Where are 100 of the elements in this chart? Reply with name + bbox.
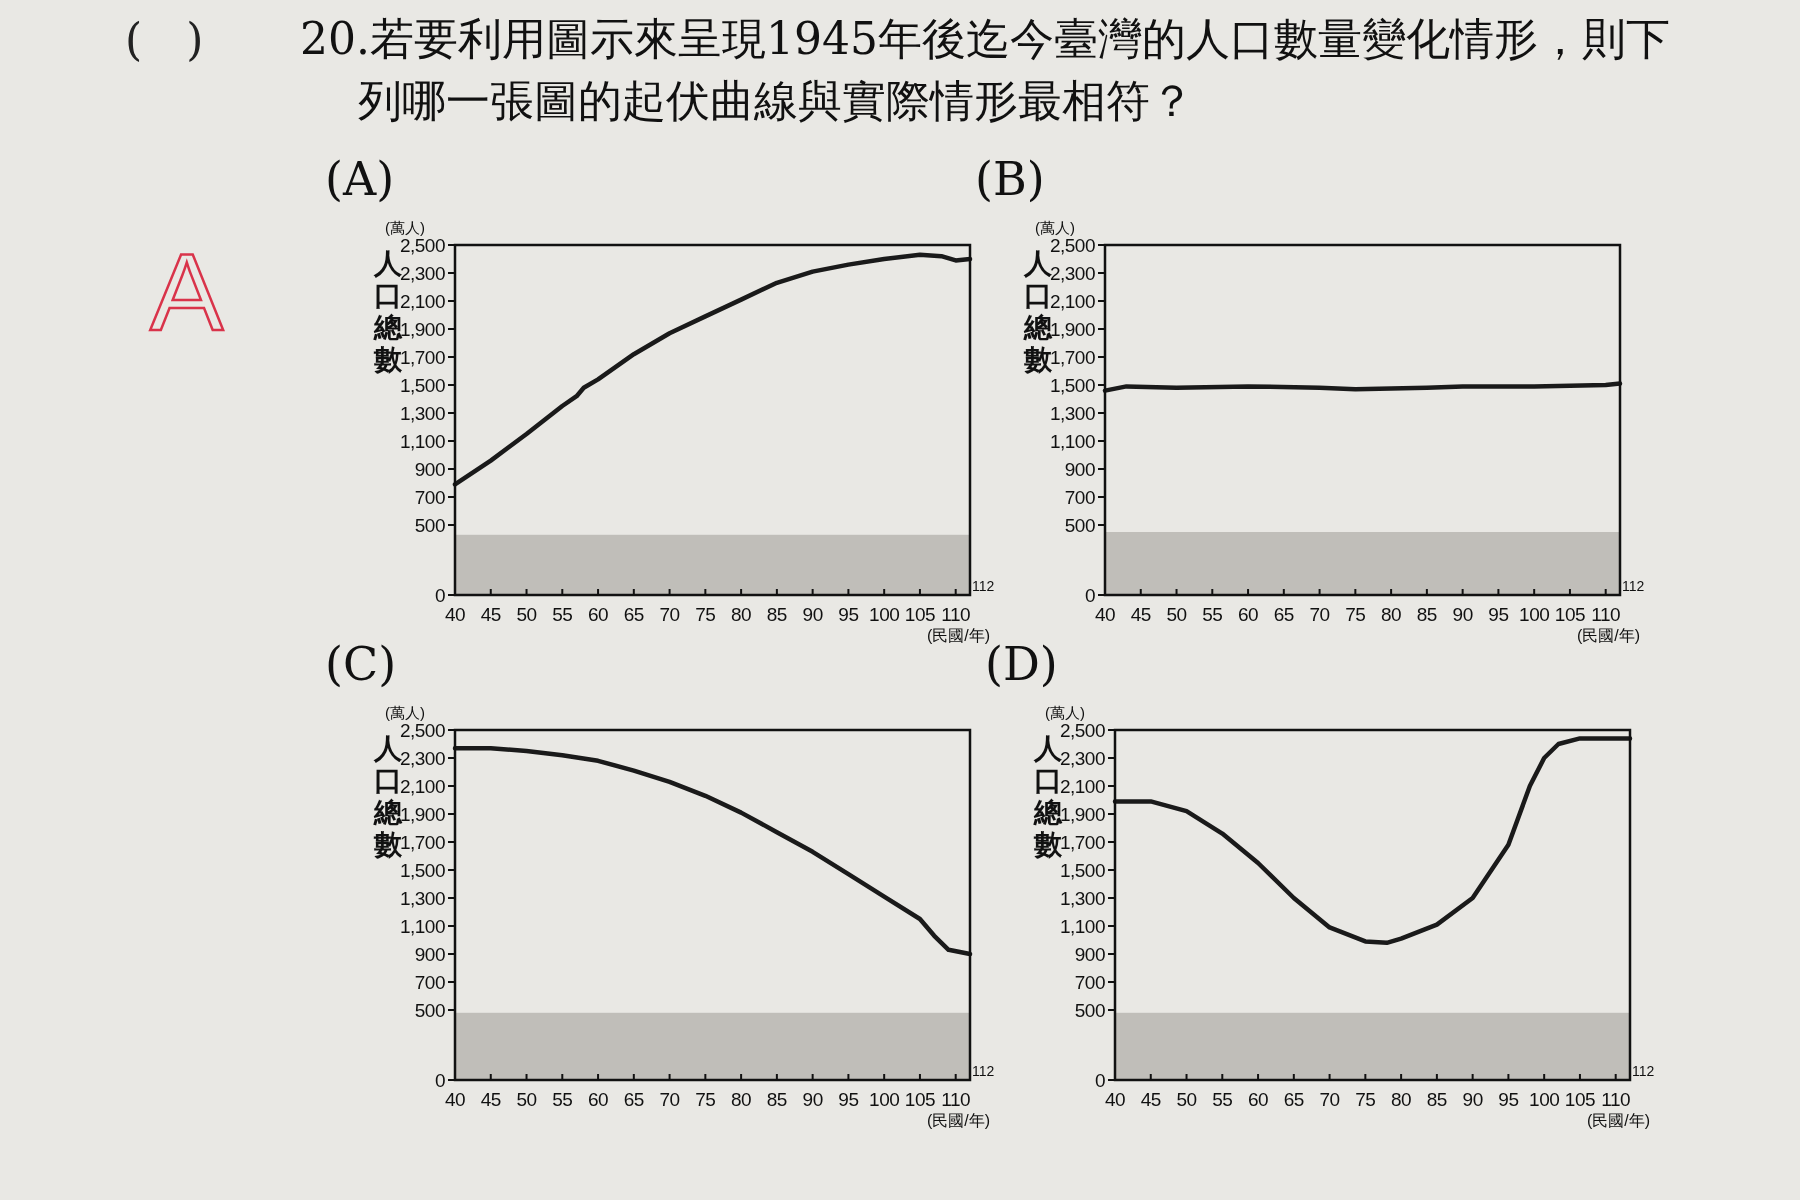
x-tick-label: 85 — [766, 1089, 787, 1110]
chart-title: (A) — [325, 152, 395, 206]
x-tick-label: 45 — [480, 1089, 501, 1110]
x-tick-label: 110 — [941, 604, 971, 625]
x-tick-label: 55 — [552, 604, 573, 625]
text: 112 — [1632, 1063, 1655, 1079]
chart-title: (C) — [325, 637, 397, 691]
x-tick-label: 55 — [552, 1089, 573, 1110]
x-tick-label: 45 — [1140, 1089, 1161, 1110]
x-tick-label: 55 — [1202, 604, 1223, 625]
x-tick-label: 70 — [1319, 1089, 1340, 1110]
y-tick-label: 1,300 — [399, 888, 445, 909]
text: (萬人) — [1045, 704, 1085, 721]
x-tick-label: 50 — [1176, 1089, 1197, 1110]
x-tick-label: 100 — [1519, 604, 1550, 625]
y-tick-label: 1,500 — [399, 375, 445, 396]
y-tick-label: 2,500 — [399, 720, 445, 741]
x-tick-label: 85 — [1416, 604, 1437, 625]
x-tick-label: 75 — [1345, 604, 1366, 625]
y-tick-label: 2,500 — [1049, 235, 1095, 256]
text: (萬人) — [385, 219, 425, 236]
x-tick-label: 75 — [695, 604, 716, 625]
x-tick-label: 95 — [838, 1089, 859, 1110]
x-tick-label: 60 — [1237, 604, 1259, 625]
x-tick-label: 55 — [1212, 1089, 1233, 1110]
y-tick-label: 0 — [1094, 1070, 1105, 1091]
x-tick-label: 65 — [623, 604, 644, 625]
x-tick-label: 50 — [516, 604, 537, 625]
y-tick-label: 500 — [414, 1000, 445, 1021]
x-tick-label: 95 — [1488, 604, 1509, 625]
x-tick-label: 65 — [1283, 1089, 1304, 1110]
text: (萬人) — [385, 704, 425, 721]
x-tick-label: 40 — [444, 604, 466, 625]
y-tick-label: 1,500 — [399, 860, 445, 881]
text: 112 — [972, 578, 995, 594]
text: 112 — [1622, 578, 1645, 594]
x-tick-label: 85 — [766, 604, 787, 625]
x-tick-label: 110 — [941, 1089, 971, 1110]
y-tick-label: 500 — [414, 515, 445, 536]
y-tick-label: 0 — [434, 1070, 445, 1091]
y-tick-label: 1,100 — [1059, 916, 1105, 937]
y-tick-label: 2,100 — [399, 291, 445, 312]
y-tick-label: 0 — [434, 585, 445, 606]
y-tick-label: 1,300 — [399, 403, 445, 424]
x-tick-label: 105 — [904, 1089, 936, 1110]
text: 20.若要利用圖示來呈現1945年後迄今臺灣的人口數量變化情形，則下列哪一張圖的起伏曲線與實際情形最相符？ — [300, 12, 1671, 128]
y-tick-label: 700 — [1064, 487, 1095, 508]
y-tick-label: 700 — [1074, 972, 1105, 993]
x-tick-label: 105 — [904, 604, 936, 625]
x-tick-label: 60 — [587, 1089, 609, 1110]
x-tick-label: 75 — [1355, 1089, 1376, 1110]
x-tick-label: 50 — [1166, 604, 1187, 625]
y-tick-label: 0 — [1084, 585, 1095, 606]
y-tick-label: 700 — [414, 487, 445, 508]
x-tick-label: 40 — [1094, 604, 1116, 625]
x-tick-label: 90 — [1462, 1089, 1483, 1110]
x-tick-label: 85 — [1426, 1089, 1447, 1110]
x-tick-label: 70 — [659, 1089, 680, 1110]
x-tick-label: 45 — [480, 604, 501, 625]
x-tick-label: 60 — [1247, 1089, 1269, 1110]
y-tick-label: 900 — [1064, 459, 1095, 480]
x-tick-label: 90 — [802, 1089, 823, 1110]
y-tick-label: 700 — [414, 972, 445, 993]
x-tick-label: 95 — [1498, 1089, 1519, 1110]
y-tick-label: 900 — [414, 944, 445, 965]
y-tick-label: 2,100 — [1049, 291, 1095, 312]
x-tick-label: 80 — [731, 604, 752, 625]
y-tick-label: 1,100 — [399, 431, 445, 452]
x-axis-title: (民國/年) — [926, 1112, 990, 1129]
y-tick-label: 500 — [1074, 1000, 1105, 1021]
y-tick-label: 500 — [1064, 515, 1095, 536]
x-tick-label: 105 — [1554, 604, 1586, 625]
x-tick-label: 100 — [869, 604, 900, 625]
x-axis-title: (民國/年) — [1586, 1112, 1650, 1129]
y-tick-label: 1,300 — [1059, 888, 1105, 909]
y-tick-label: 2,500 — [1059, 720, 1105, 741]
x-tick-label: 65 — [1273, 604, 1294, 625]
text: A — [150, 230, 224, 353]
y-tick-label: 1,100 — [1049, 431, 1095, 452]
x-axis-title: (民國/年) — [1576, 627, 1640, 644]
chart-title: (B) — [975, 152, 1045, 206]
y-tick-label: 900 — [1074, 944, 1105, 965]
x-tick-label: 80 — [731, 1089, 752, 1110]
x-tick-label: 70 — [659, 604, 680, 625]
x-tick-label: 100 — [1529, 1089, 1560, 1110]
y-tick-label: 900 — [414, 459, 445, 480]
x-tick-label: 40 — [1104, 1089, 1126, 1110]
x-tick-label: 95 — [838, 604, 859, 625]
x-tick-label: 110 — [1591, 604, 1621, 625]
x-tick-label: 75 — [695, 1089, 716, 1110]
x-tick-label: 100 — [869, 1089, 900, 1110]
x-tick-label: 60 — [587, 604, 609, 625]
y-tick-label: 1,500 — [1049, 375, 1095, 396]
y-tick-label: 2,100 — [1059, 776, 1105, 797]
x-tick-label: 70 — [1309, 604, 1330, 625]
y-tick-label: 1,300 — [1049, 403, 1095, 424]
x-tick-label: 110 — [1601, 1089, 1631, 1110]
text: ( ) — [125, 14, 204, 65]
x-tick-label: 80 — [1391, 1089, 1412, 1110]
x-tick-label: 105 — [1564, 1089, 1596, 1110]
